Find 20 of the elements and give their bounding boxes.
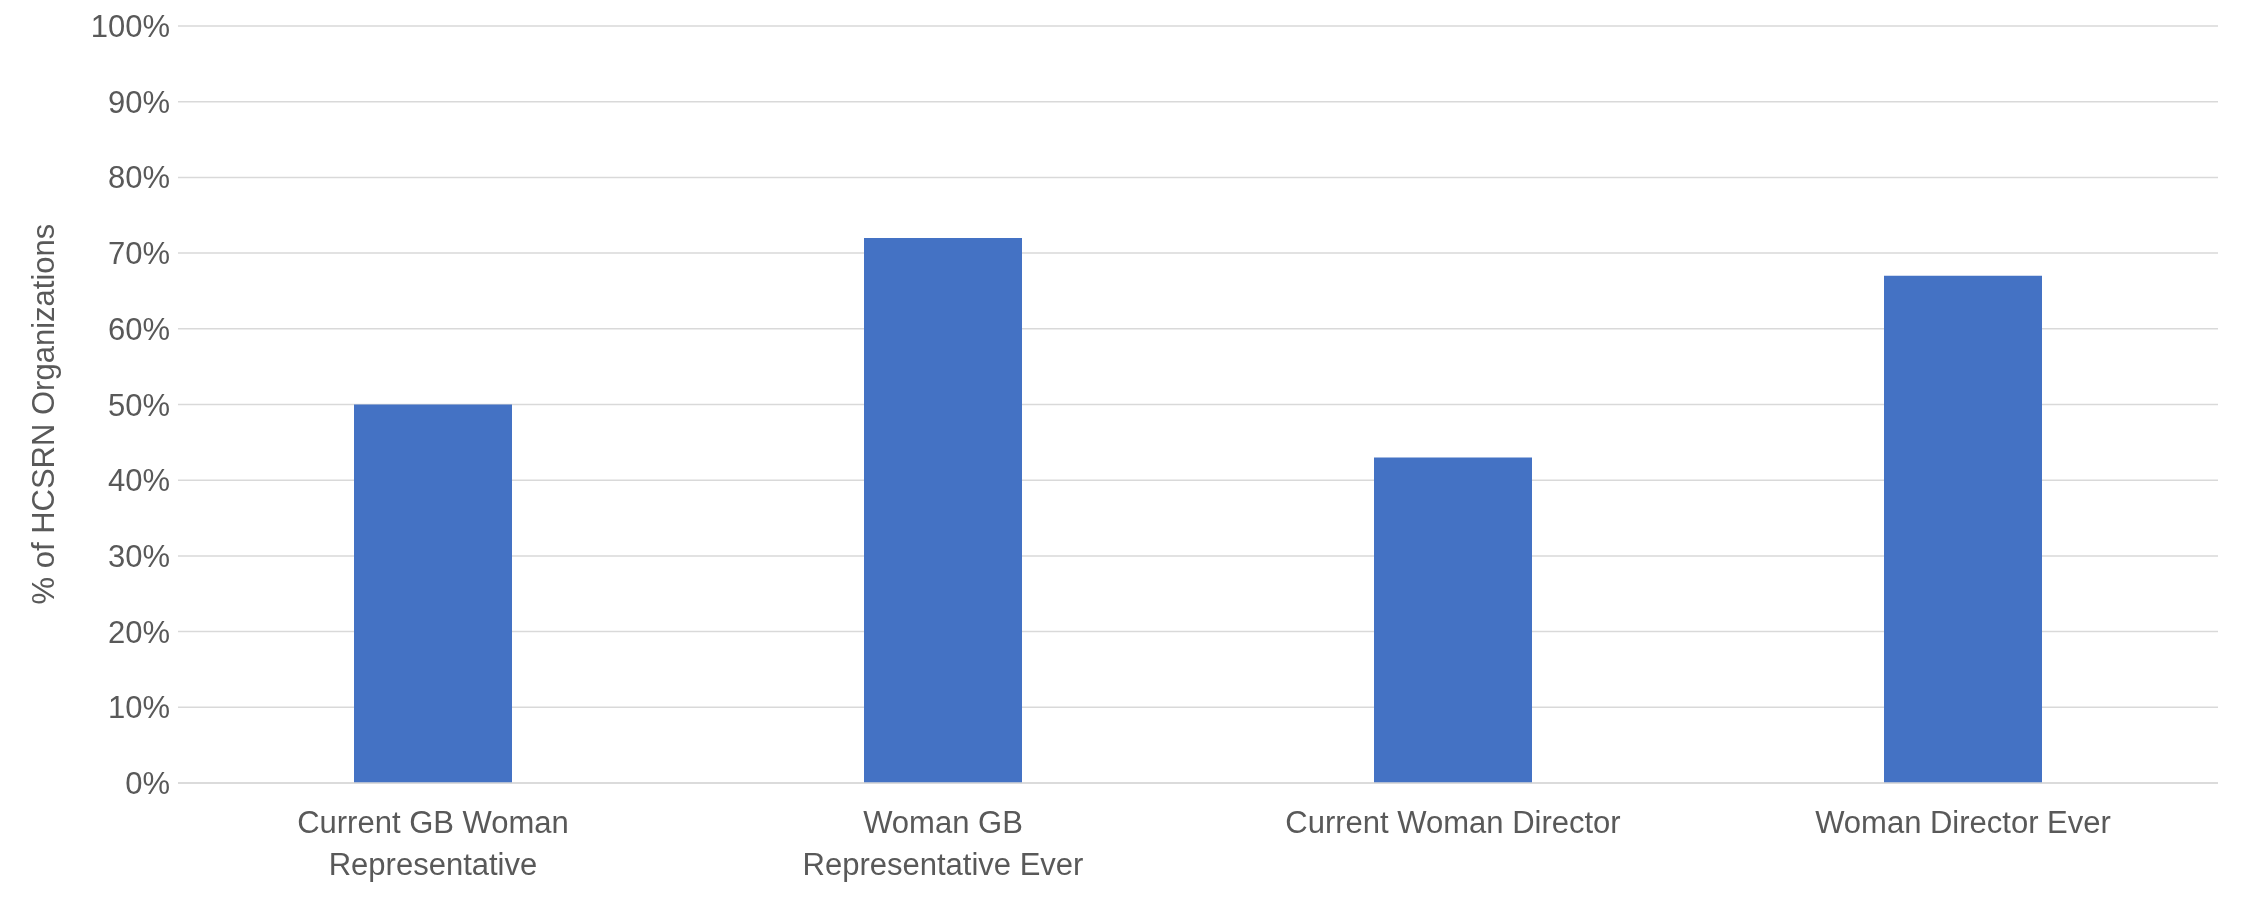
y-tick-label: 20% [107, 614, 170, 650]
y-tick-label: 90% [107, 84, 170, 120]
y-tick-label: 0% [125, 766, 170, 802]
y-tick-label: 60% [107, 311, 170, 347]
y-tick-label: 100% [90, 9, 170, 45]
y-tick-label: 30% [107, 538, 170, 574]
x-tick-label: Current GB Woman Representative [297, 805, 569, 882]
x-tick-label: Current Woman Director [1285, 805, 1621, 840]
y-tick-label: 50% [107, 387, 170, 423]
y-tick-label: 40% [107, 463, 170, 499]
x-tick-label: Woman GB Representative Ever [802, 805, 1084, 882]
bar [1374, 457, 1532, 783]
bar [354, 404, 512, 783]
y-axis-title: % of HCSRN Organizations [26, 223, 62, 605]
bar [864, 237, 1022, 783]
y-tick-label: 70% [107, 236, 170, 272]
y-tick-label: 10% [107, 690, 170, 726]
bar [1884, 275, 2042, 783]
x-tick-label: Woman Director Ever [1815, 805, 2111, 840]
y-tick-label: 80% [107, 160, 170, 196]
